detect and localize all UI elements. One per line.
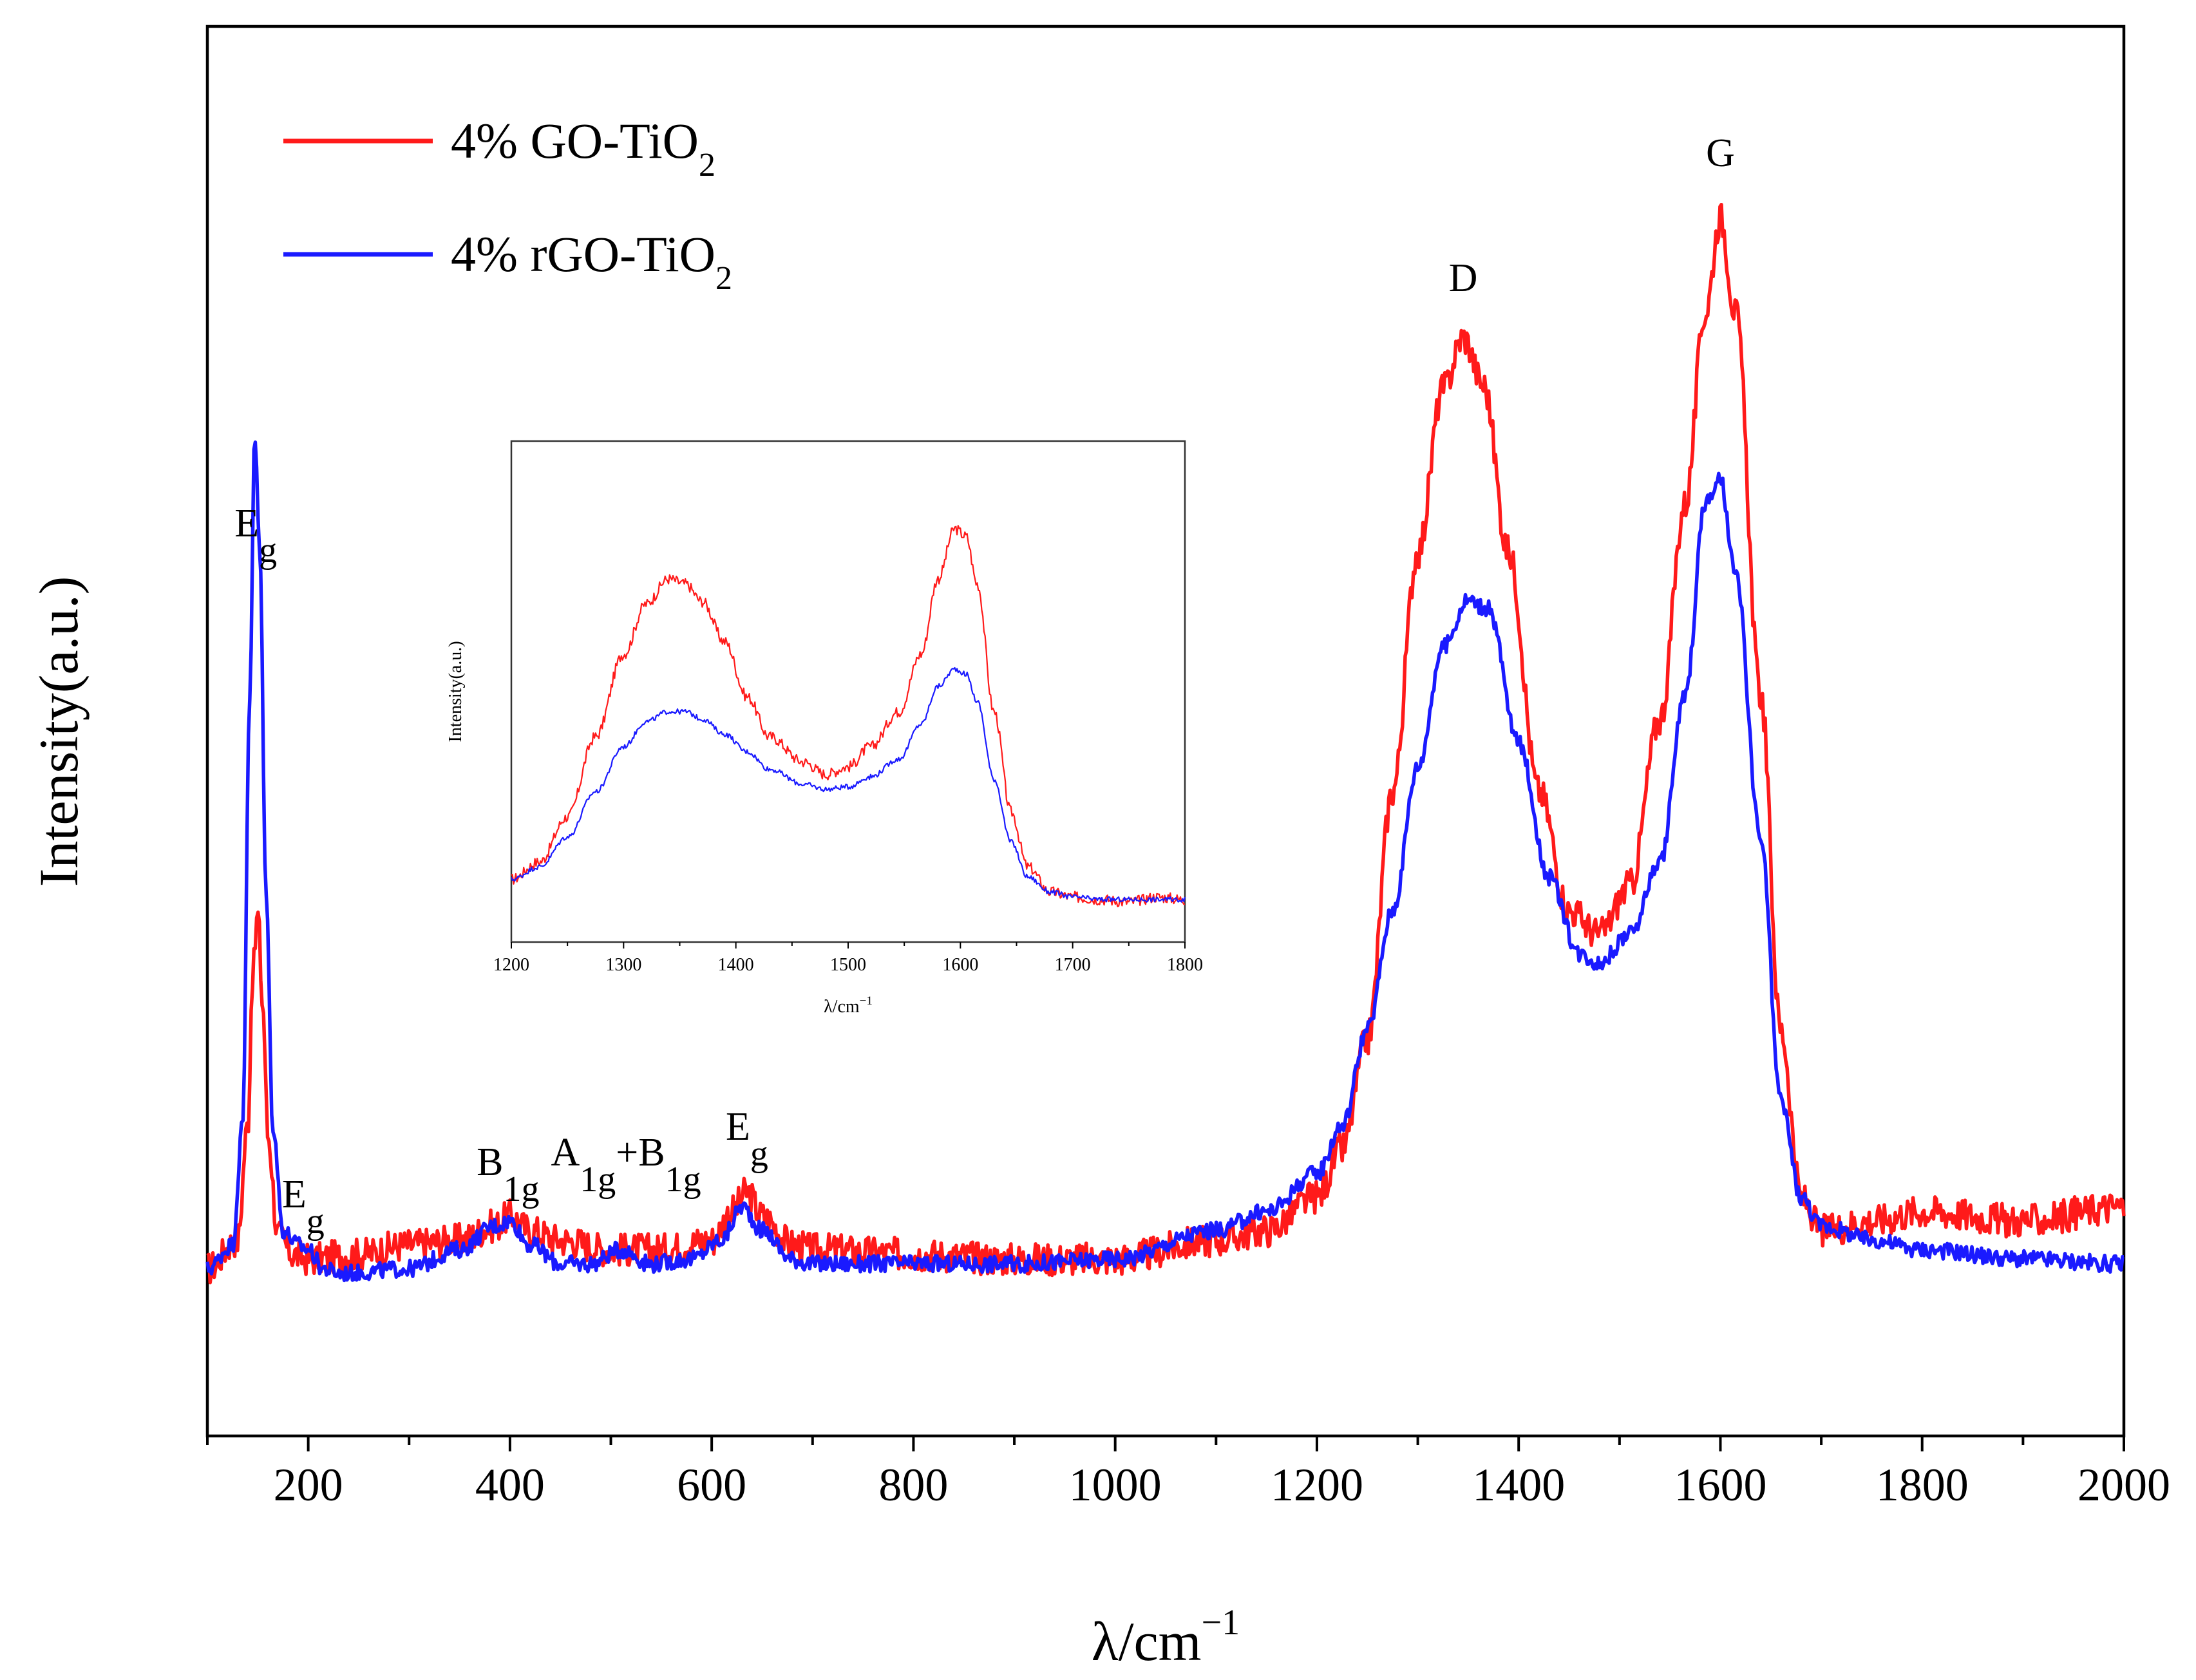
- y-axis-title: Intensity(a.u.): [28, 576, 90, 887]
- x-tick-label: 1800: [1167, 955, 1203, 975]
- x-tick-label: 1600: [1674, 1459, 1766, 1511]
- x-tick-label: 1600: [942, 955, 978, 975]
- x-tick-label: 400: [475, 1459, 545, 1511]
- annotation-d-band: D: [1449, 256, 1478, 300]
- annotation-b1g: B1g: [477, 1140, 539, 1209]
- x-tick-label: 1400: [1472, 1459, 1565, 1511]
- legend: 4% GO-TiO2 4% rGO-TiO2: [283, 113, 732, 297]
- x-tick-label: 1400: [718, 955, 754, 975]
- annotation-eg-3: Eg: [726, 1105, 768, 1174]
- annotation-a1g-b1g: A1g+B1g: [551, 1131, 701, 1200]
- main-plot-frame: [205, 24, 2126, 1438]
- x-tick-label: 1200: [1271, 1459, 1363, 1511]
- inset-series-group: [510, 525, 1186, 907]
- main-x-axis: 200 400 600 800 1000 1200 1400 1600 1800 2000: [206, 1436, 2170, 1511]
- x-tick-label: 800: [878, 1459, 948, 1511]
- legend-label-rgo-tio2: 4% rGO-TiO2: [451, 226, 732, 297]
- annotation-eg-1: Eg: [234, 502, 277, 571]
- legend-label-go-tio2: 4% GO-TiO2: [451, 113, 715, 184]
- x-axis-title: λ/cm−1: [1092, 1603, 1240, 1672]
- x-tick-label: 1800: [1876, 1459, 1969, 1511]
- series-line: [510, 666, 1186, 903]
- series-line: [205, 440, 2125, 1283]
- x-tick-label: 1000: [1069, 1459, 1162, 1511]
- x-tick-label: 600: [677, 1459, 746, 1511]
- x-tick-label: 2000: [2078, 1459, 2170, 1511]
- x-tick-label: 1500: [830, 955, 866, 975]
- x-tick-label: 1700: [1055, 955, 1091, 975]
- inset-y-axis-title: Intensity(a.u.): [446, 641, 466, 742]
- annotation-eg-2: Eg: [282, 1173, 325, 1241]
- inset-plot-frame: [510, 440, 1186, 943]
- inset-x-axis: 1200 1300 1400 1500 1600 1700 1800: [493, 942, 1203, 975]
- x-tick-label: 200: [274, 1459, 343, 1511]
- annotation-g-band: G: [1706, 131, 1735, 175]
- series-line: [511, 525, 1186, 907]
- x-tick-label: 1300: [605, 955, 641, 975]
- main-series-group: [205, 202, 2126, 1285]
- x-tick-label: 1200: [493, 955, 529, 975]
- inset-x-axis-title: λ/cm−1: [824, 994, 873, 1017]
